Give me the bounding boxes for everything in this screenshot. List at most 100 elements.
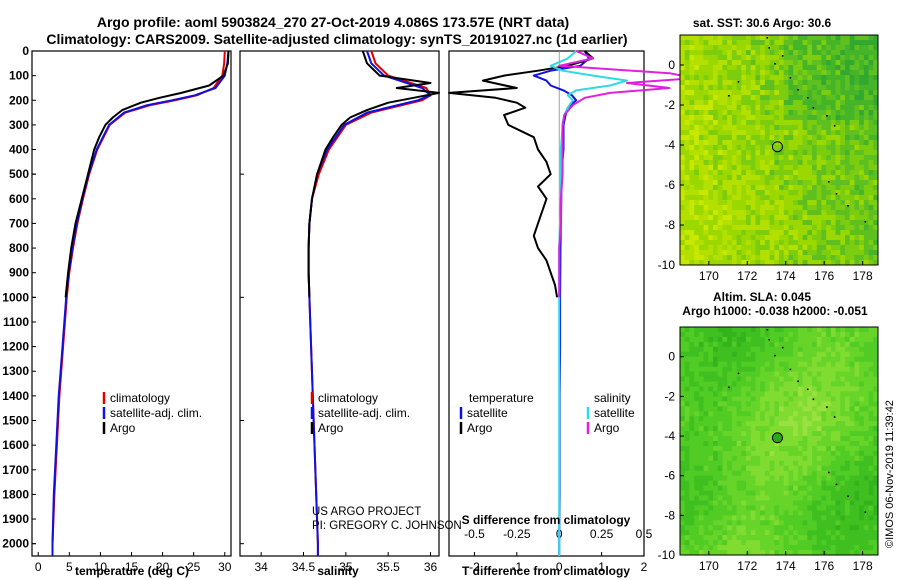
map-cell <box>769 170 775 176</box>
map-cell <box>821 130 827 136</box>
map-cell <box>698 85 704 91</box>
map-cell <box>830 510 836 516</box>
map-cell <box>755 140 761 146</box>
temperature-panel-frame <box>31 50 232 557</box>
map-cell <box>689 150 695 156</box>
map-cell <box>873 465 879 472</box>
map-cell <box>835 431 841 437</box>
map-cell <box>812 235 818 241</box>
map-cell <box>708 450 714 457</box>
map-cell <box>717 386 723 392</box>
map-cell <box>708 95 714 101</box>
map-cell <box>713 65 719 71</box>
map-cell <box>746 351 752 358</box>
map-cell <box>684 220 690 226</box>
map-cell <box>802 416 808 422</box>
map-cell <box>797 465 803 472</box>
map-cell <box>746 391 752 397</box>
map-cell <box>689 411 695 417</box>
map-cell <box>868 436 874 442</box>
map-cell <box>774 180 780 186</box>
map-cell <box>680 550 686 556</box>
island-speck <box>737 81 740 83</box>
depth-tick-label: 1100 <box>3 315 29 329</box>
map-cell <box>812 255 818 261</box>
map-cell <box>764 50 770 56</box>
map-cell <box>840 465 846 472</box>
x-tick-label: -1 <box>511 560 522 574</box>
map-cell <box>746 460 752 467</box>
map-cell <box>731 401 737 407</box>
map-cell <box>698 245 704 251</box>
map-cell <box>727 170 733 176</box>
map-cell <box>802 75 808 81</box>
map-cell <box>731 416 737 422</box>
map-cell <box>807 495 813 501</box>
map-cell <box>736 391 742 397</box>
map-cell <box>863 240 869 246</box>
map-cell <box>708 416 714 422</box>
map-cell <box>779 160 785 166</box>
map-cell <box>859 391 865 397</box>
map-cell <box>694 361 700 368</box>
map-cell <box>821 230 827 236</box>
map-cell <box>713 235 719 241</box>
map-cell <box>694 406 700 412</box>
map-cell <box>741 341 747 348</box>
map-cell <box>807 535 813 541</box>
map-cell <box>821 336 827 343</box>
map-cell <box>684 175 690 181</box>
map-cell <box>783 260 789 266</box>
map-cell <box>816 155 822 161</box>
map-cell <box>713 495 719 501</box>
map-cell <box>873 160 879 166</box>
map-cell <box>764 145 770 151</box>
map-cell <box>873 240 879 246</box>
map-cell <box>816 95 822 101</box>
map-cell <box>741 540 747 546</box>
map-cell <box>680 100 686 106</box>
map-cell <box>741 185 747 191</box>
map-cell <box>863 550 869 556</box>
map-cell <box>873 455 879 462</box>
map-cell <box>840 391 846 397</box>
map-cell <box>769 60 775 66</box>
map-cell <box>826 125 832 131</box>
map-cell <box>830 65 836 71</box>
map-cell <box>779 431 785 437</box>
map-cell <box>816 220 822 226</box>
map-cell <box>845 95 851 101</box>
map-cell <box>859 140 865 146</box>
map-cell <box>680 480 686 487</box>
map-cell <box>821 65 827 71</box>
map-cell <box>684 550 690 556</box>
map-cell <box>689 255 695 261</box>
map-cell <box>722 535 728 541</box>
map-cell <box>835 445 841 452</box>
map-cell <box>807 376 813 382</box>
map-cell <box>797 210 803 216</box>
map-cell <box>868 165 874 171</box>
map-cell <box>717 550 723 556</box>
map-cell <box>816 431 822 437</box>
map-cell <box>741 460 747 467</box>
map-cell <box>760 200 766 206</box>
map-cell <box>727 40 733 46</box>
map-cell <box>793 356 799 363</box>
map-cell <box>849 35 855 41</box>
map-cell <box>830 421 836 427</box>
difference-panel-frame <box>448 50 645 557</box>
map-cell <box>684 391 690 397</box>
map-cell <box>746 545 752 551</box>
map-cell <box>717 431 723 437</box>
map-cell <box>802 80 808 86</box>
map-cell <box>779 406 785 412</box>
map-cell <box>868 431 874 437</box>
map-cell <box>750 525 756 531</box>
map-cell <box>830 50 836 56</box>
map-cell <box>713 470 719 477</box>
map-cell <box>830 40 836 46</box>
map-cell <box>802 95 808 101</box>
map-cell <box>741 381 747 387</box>
map-cell <box>830 450 836 457</box>
